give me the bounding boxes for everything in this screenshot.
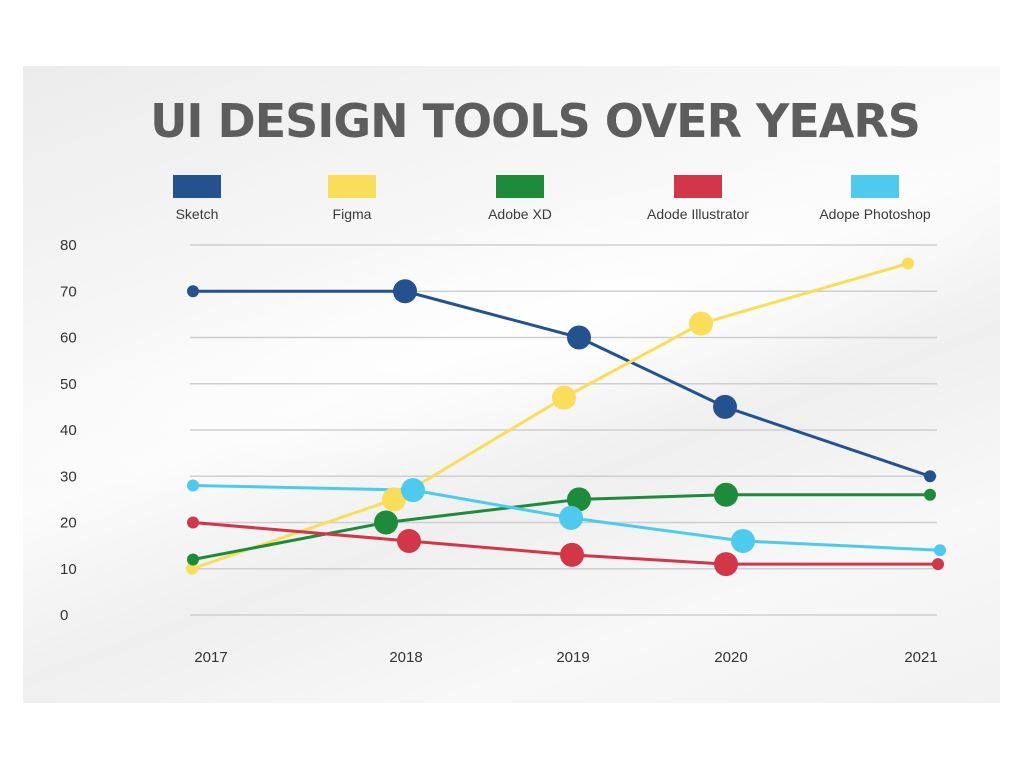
- y-tick-label-60: 60: [60, 330, 77, 347]
- legend-label-sketch: Sketch: [176, 206, 219, 222]
- data-point-adode-illustrator-2018: [397, 529, 421, 553]
- x-axis-ticks: 2017 2018 2019 2020 2021: [194, 649, 937, 666]
- data-point-adope-photoshop-2021: [934, 544, 946, 557]
- y-tick-label-0: 0: [60, 607, 68, 624]
- y-tick-label-70: 70: [60, 283, 77, 300]
- data-point-adode-illustrator-2017: [187, 516, 199, 529]
- data-point-adobe-xd-2018: [374, 510, 398, 535]
- chart-title: UI DESIGN TOOLS OVER YEARS: [150, 94, 921, 148]
- y-tick-label-10: 10: [60, 561, 77, 578]
- data-point-adobe-xd-2019: [567, 487, 591, 512]
- data-point-sketch-2017: [187, 285, 199, 298]
- data-point-adode-illustrator-2020: [714, 552, 738, 577]
- data-point-adode-illustrator-2019: [560, 542, 584, 567]
- legend-swatch-adode-illustrator: [674, 175, 722, 198]
- data-point-figma-2020: [689, 311, 713, 336]
- data-point-figma-2017: [186, 562, 198, 575]
- data-point-sketch-2018: [393, 279, 417, 304]
- data-point-figma-2018: [382, 487, 406, 512]
- series-points: [186, 257, 946, 577]
- data-point-adobe-xd-2021: [924, 488, 936, 501]
- x-tick-label-2019: 2019: [556, 649, 589, 666]
- legend-label-adobe-xd: Adobe XD: [488, 206, 552, 222]
- y-tick-label-20: 20: [60, 515, 77, 532]
- y-tick-label-80: 80: [60, 237, 77, 254]
- legend: Sketch Figma Adobe XD Adode Illustrator Adop…: [173, 175, 931, 222]
- x-tick-label-2021: 2021: [904, 649, 937, 666]
- legend-swatch-figma: [328, 175, 376, 198]
- data-point-sketch-2020: [713, 394, 737, 419]
- data-point-adope-photoshop-2019: [559, 505, 583, 530]
- data-point-adope-photoshop-2017: [187, 479, 199, 492]
- data-point-adobe-xd-2020: [714, 482, 738, 507]
- data-point-sketch-2021: [924, 470, 936, 483]
- x-tick-label-2020: 2020: [714, 649, 747, 666]
- data-point-figma-2019: [552, 385, 576, 410]
- y-tick-label-50: 50: [60, 376, 77, 393]
- legend-label-adope-photoshop: Adope Photoshop: [819, 206, 931, 222]
- legend-label-adode-illustrator: Adode Illustrator: [647, 206, 749, 222]
- data-point-adode-illustrator-2021: [932, 558, 944, 571]
- legend-swatch-adope-photoshop: [851, 175, 899, 198]
- legend-swatch-adobe-xd: [496, 175, 544, 198]
- x-tick-label-2017: 2017: [194, 649, 227, 666]
- data-point-adope-photoshop-2020: [731, 529, 755, 553]
- legend-swatch-sketch: [173, 175, 221, 198]
- data-point-adobe-xd-2017: [187, 553, 199, 566]
- data-point-sketch-2019: [567, 325, 591, 350]
- y-axis-ticks: 0 10 20 30 40 50 60 70 80: [60, 237, 77, 624]
- data-point-figma-2021: [902, 257, 914, 270]
- y-tick-label-40: 40: [60, 422, 77, 439]
- legend-label-figma: Figma: [333, 206, 372, 222]
- data-point-adope-photoshop-2018: [401, 478, 425, 503]
- x-tick-label-2018: 2018: [389, 649, 422, 666]
- y-tick-label-30: 30: [60, 468, 77, 485]
